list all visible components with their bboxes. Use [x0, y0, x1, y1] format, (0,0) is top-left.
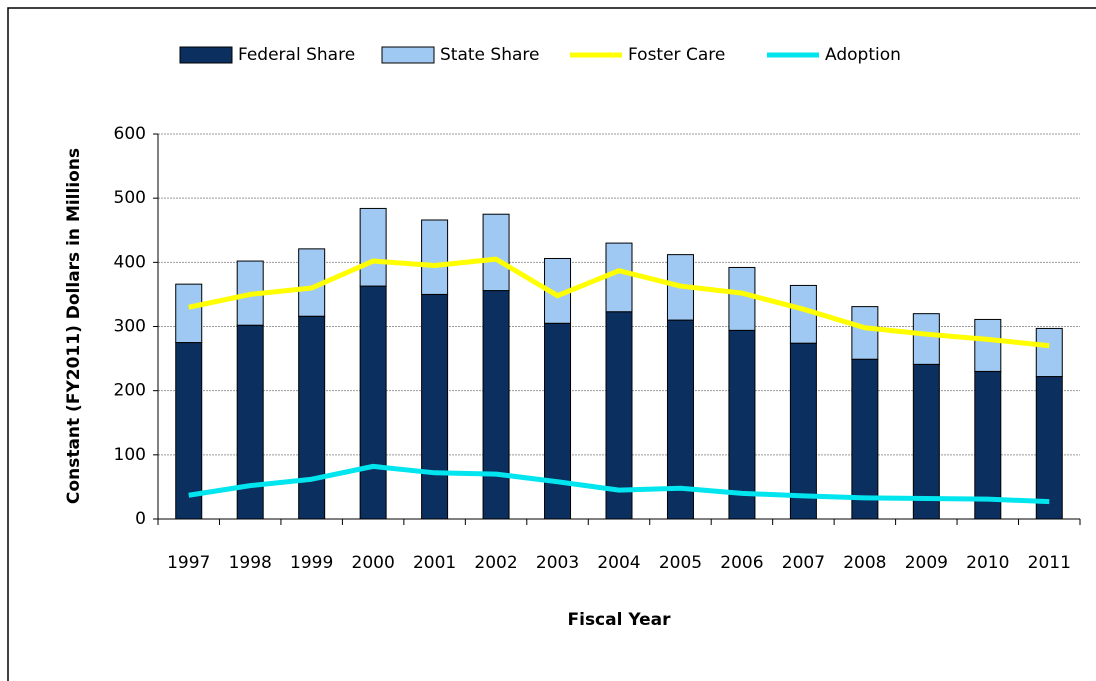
- y-tick-label: 500: [114, 188, 146, 208]
- legend-swatch: [381, 46, 435, 64]
- x-tick-label: 2007: [782, 553, 825, 573]
- bar: [482, 213, 510, 292]
- y-tick-label: 400: [114, 252, 146, 272]
- y-tick-label: 600: [114, 124, 146, 144]
- legend-swatch: [179, 46, 233, 64]
- legend-label: Federal Share: [238, 45, 355, 65]
- x-axis-label: Fiscal Year: [568, 610, 672, 630]
- x-tick-label: 2009: [905, 553, 948, 573]
- y-axis-label: Constant (FY2011) Dollars in Millions: [64, 148, 84, 504]
- bar: [421, 219, 449, 295]
- bar: [912, 363, 940, 520]
- bar: [359, 207, 387, 287]
- bar: [789, 342, 817, 520]
- bar: [298, 315, 326, 520]
- x-tick-label: 2001: [413, 553, 456, 573]
- bar: [175, 283, 203, 344]
- bar: [359, 285, 387, 520]
- x-tick-label: 2011: [1028, 553, 1071, 573]
- x-tick-label: 2004: [597, 553, 640, 573]
- bar: [421, 293, 449, 520]
- bar: [605, 242, 633, 313]
- line-series: [188, 256, 1050, 349]
- x-tick-label: 2005: [659, 553, 702, 573]
- y-tick-label: 0: [135, 509, 146, 529]
- bar: [175, 342, 203, 520]
- x-tick-label: 1997: [167, 553, 210, 573]
- x-tick-label: 2006: [720, 553, 763, 573]
- bar: [236, 324, 264, 520]
- x-tick-label: 1999: [290, 553, 333, 573]
- bar: [482, 290, 510, 520]
- bar: [1035, 327, 1063, 378]
- y-tick-label: 100: [114, 445, 146, 465]
- y-tick-label: 200: [114, 381, 146, 401]
- bar: [544, 322, 572, 520]
- bar: [912, 313, 940, 365]
- x-tick-label: 2003: [536, 553, 579, 573]
- legend-label: Adoption: [825, 45, 901, 65]
- x-tick-label: 2002: [474, 553, 517, 573]
- bar: [728, 266, 756, 331]
- bar: [974, 318, 1002, 372]
- bar: [1035, 376, 1063, 520]
- x-tick-label: 2008: [843, 553, 886, 573]
- bar: [605, 311, 633, 520]
- bar: [728, 329, 756, 520]
- bar: [851, 306, 879, 360]
- x-tick-label: 2010: [966, 553, 1009, 573]
- x-tick-label: 1998: [229, 553, 272, 573]
- bar: [851, 358, 879, 520]
- line-series: [188, 463, 1050, 505]
- bar: [974, 370, 1002, 520]
- legend-label: State Share: [440, 45, 539, 65]
- x-tick-label: 2000: [352, 553, 395, 573]
- legend-label: Foster Care: [628, 45, 725, 65]
- y-tick-label: 300: [114, 317, 146, 337]
